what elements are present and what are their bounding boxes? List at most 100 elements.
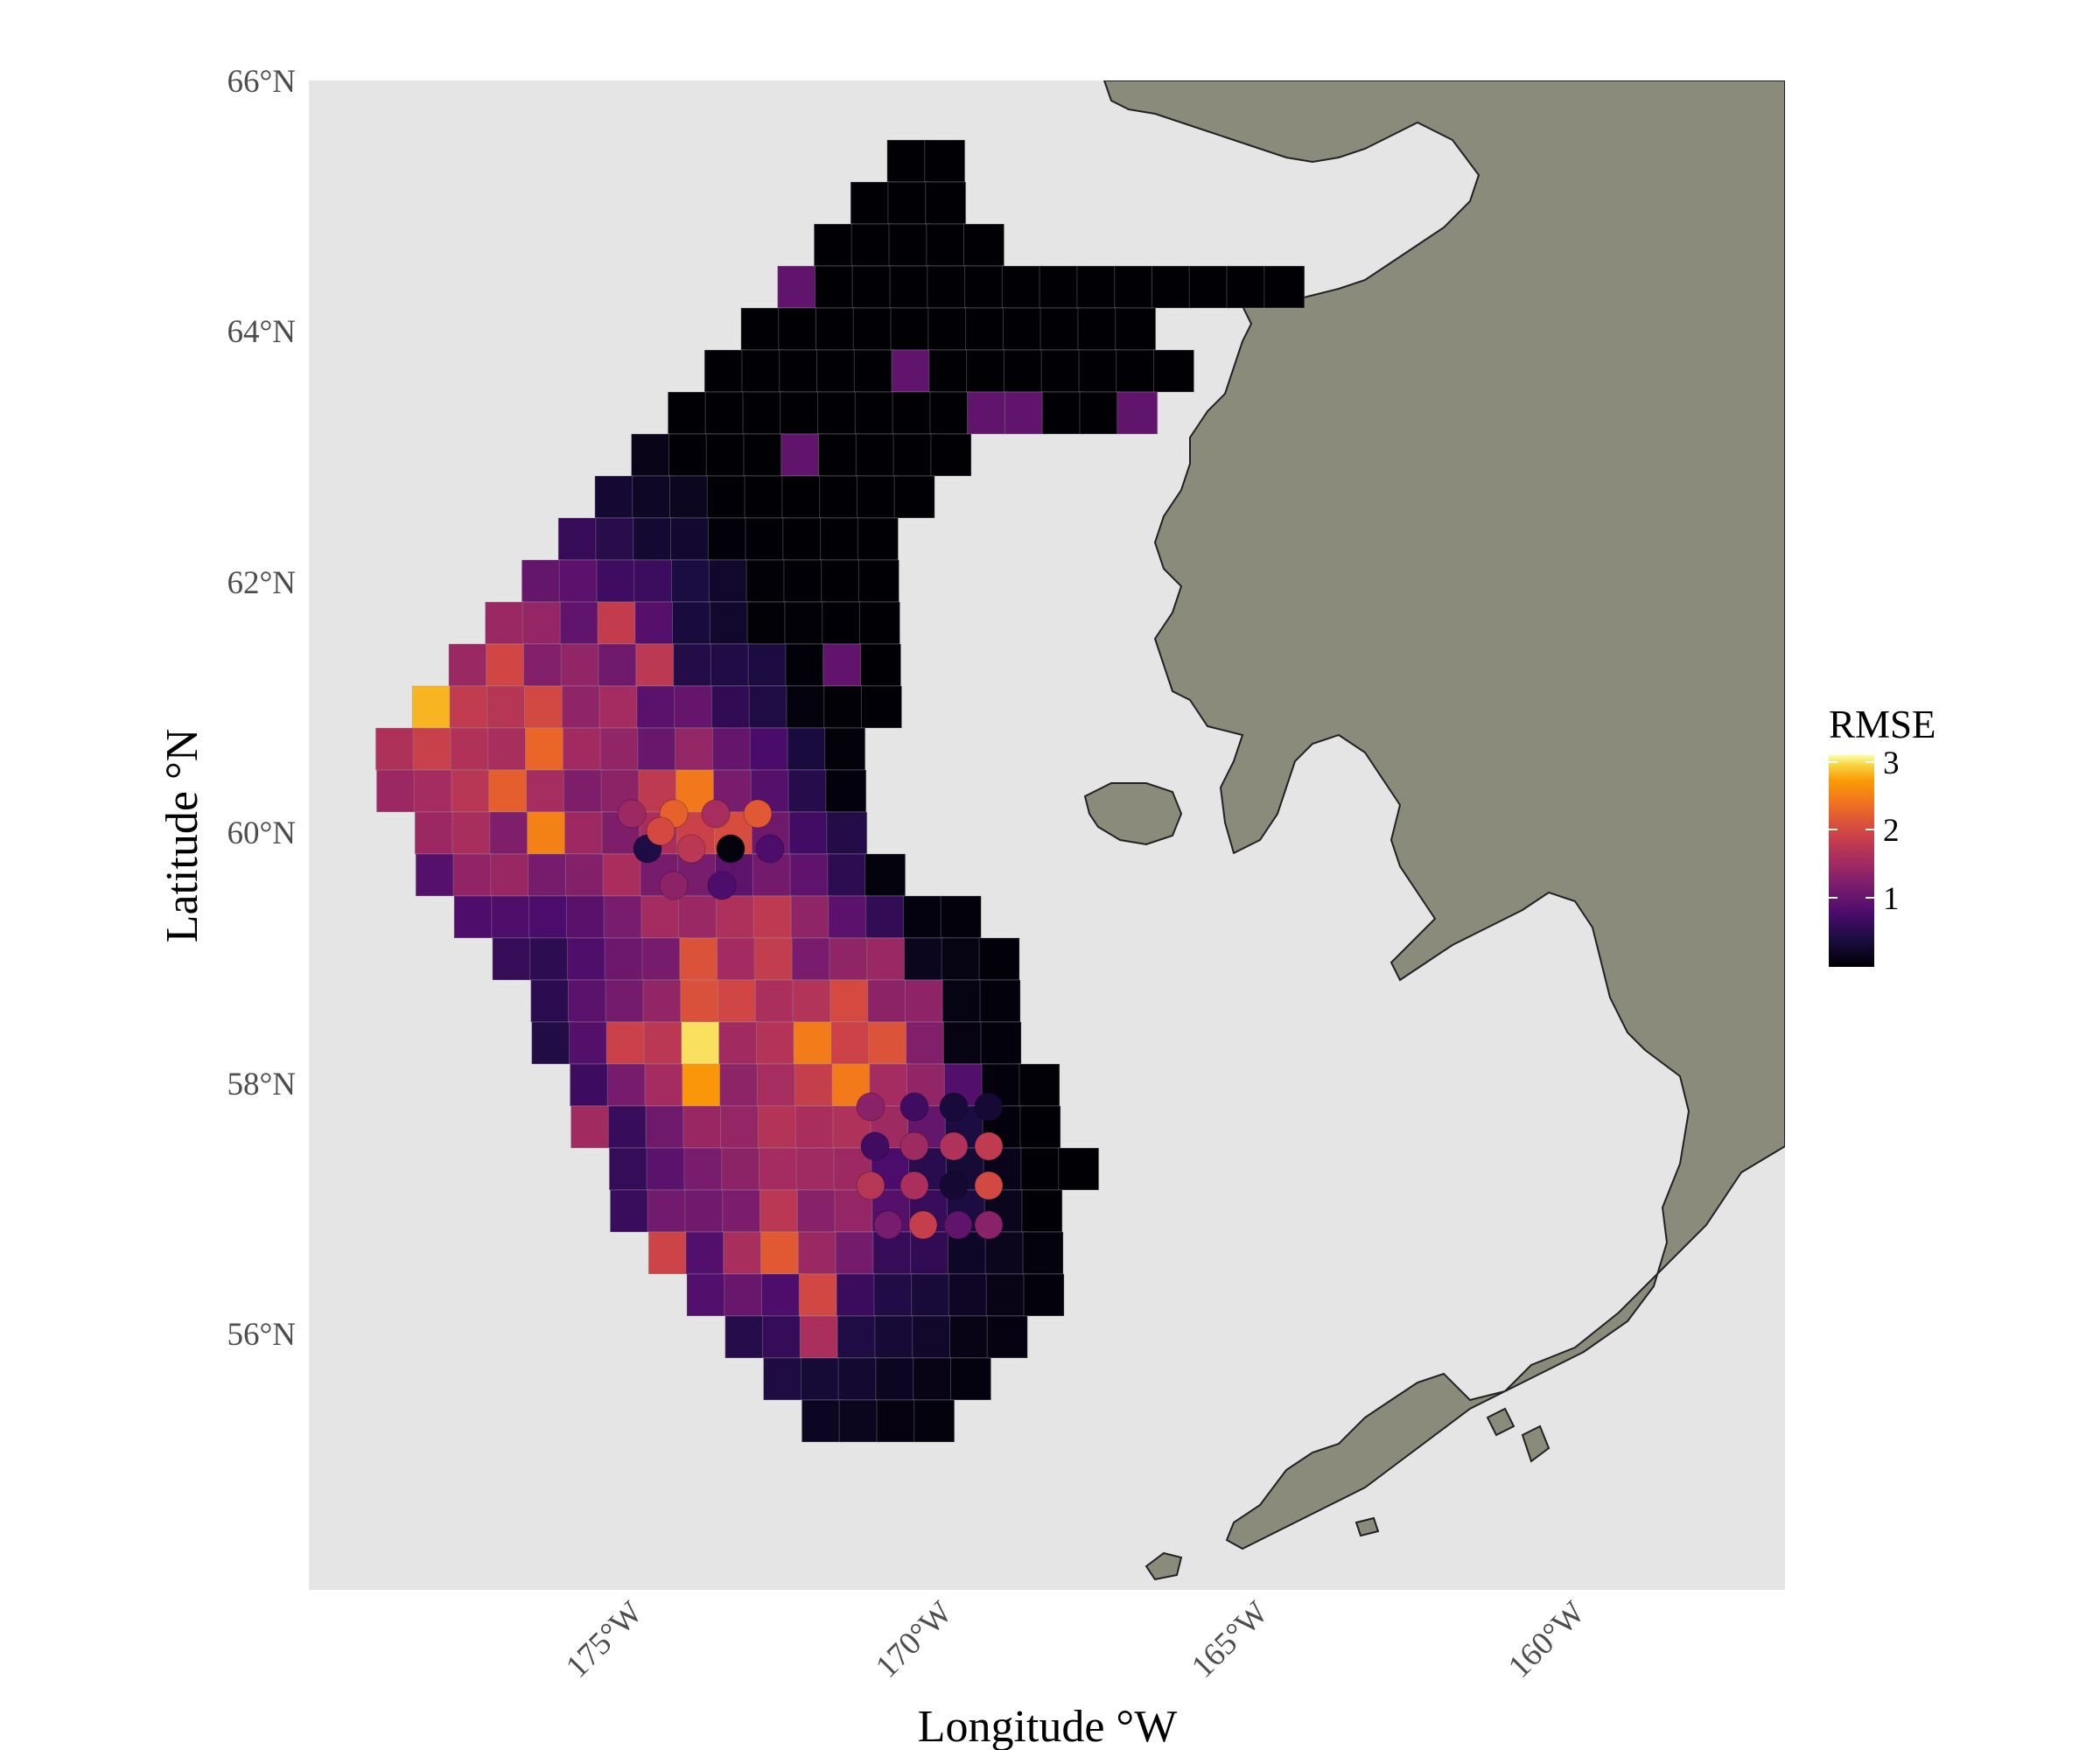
rmse-grid-cell [763, 1357, 805, 1401]
rmse-grid-cell [682, 1105, 724, 1149]
rmse-grid-cell [570, 1105, 612, 1149]
rmse-grid-cell [1226, 265, 1268, 309]
rmse-grid-cell [940, 895, 982, 939]
rmse-grid-cell [788, 769, 830, 813]
rmse-station-point [943, 1210, 973, 1240]
rmse-grid-cell [830, 979, 872, 1023]
rmse-grid-cell [744, 475, 786, 519]
rmse-grid-cell [374, 727, 416, 771]
rmse-grid-cell [1004, 391, 1046, 435]
rmse-grid-cell [681, 1021, 723, 1065]
rmse-grid-cell [929, 391, 971, 435]
rmse-grid-cell [941, 937, 983, 981]
rmse-grid-cell [711, 727, 753, 771]
rmse-grid-cell [597, 601, 639, 645]
rmse-grid-cell [799, 1315, 841, 1359]
rmse-grid-cell [787, 727, 829, 771]
rmse-grid-cell [567, 979, 609, 1023]
x-tick-label: 175°W [559, 1594, 649, 1684]
rmse-grid-cell [893, 475, 935, 519]
rmse-grid-cell [757, 1105, 799, 1149]
rmse-grid-cell [858, 559, 900, 603]
rmse-grid-cell [873, 1273, 915, 1317]
rmse-grid-cell [795, 1147, 837, 1191]
rmse-grid-cell [1022, 1231, 1064, 1275]
rmse-grid-cell [634, 559, 676, 603]
rmse-grid-cell [797, 1231, 839, 1275]
rmse-grid-cell [670, 517, 711, 561]
rmse-grid-cell [667, 391, 709, 435]
rmse-grid-cell [813, 223, 855, 267]
rmse-grid-cell [950, 1357, 991, 1401]
rmse-grid-cell [928, 349, 970, 393]
rmse-grid-cell [414, 811, 456, 855]
rmse-grid-cell [636, 685, 678, 729]
rmse-station-point [856, 1092, 886, 1122]
rmse-grid-cell [746, 601, 788, 645]
rmse-grid-cell [528, 853, 570, 897]
rmse-grid-cell [924, 139, 966, 183]
rmse-grid-cell [524, 685, 565, 729]
rmse-grid-cell [854, 391, 896, 435]
x-tick-label: 170°W [869, 1594, 959, 1684]
rmse-grid-cell [964, 265, 1006, 309]
rmse-grid-cell [781, 475, 823, 519]
rmse-grid-cell [790, 895, 832, 939]
rmse-grid-cell [925, 181, 967, 225]
rmse-grid-cell [491, 895, 533, 939]
rmse-grid-cell [746, 559, 788, 603]
rmse-grid-cell [1023, 1273, 1065, 1317]
rmse-grid-cell [710, 643, 752, 687]
rmse-grid-cell [793, 1021, 835, 1065]
rmse-grid-cell [892, 391, 934, 435]
rmse-grid-cell [717, 937, 758, 981]
rmse-station-points [617, 799, 1004, 1240]
nunivak-island [1083, 782, 1183, 846]
rmse-grid-cell [637, 727, 679, 771]
rmse-grid-cell [760, 1189, 801, 1233]
rmse-grid-cell [672, 601, 713, 645]
rmse-grid-cell [686, 1273, 728, 1317]
rmse-grid-cell [643, 1021, 685, 1065]
rmse-grid-cell [675, 727, 717, 771]
rmse-grid-cell [760, 1231, 802, 1275]
rmse-grid-cell [718, 979, 760, 1023]
rmse-grid-cell [415, 853, 457, 897]
rmse-grid-cell [914, 1399, 956, 1443]
rmse-grid-cell [724, 1315, 766, 1359]
rmse-grid-cell [913, 1357, 955, 1401]
rmse-station-point [900, 1092, 929, 1122]
rmse-grid-cell [791, 937, 833, 981]
legend-colorbar [1829, 755, 1874, 967]
rmse-grid-cell [827, 853, 869, 897]
rmse-grid-cell [449, 685, 491, 729]
rmse-grid-cell [796, 1189, 838, 1233]
rmse-grid-cell [566, 937, 608, 981]
legend-label: 1 [1883, 881, 1900, 917]
rmse-grid-cell [724, 1273, 766, 1317]
y-tick-label: 60°N [227, 816, 296, 851]
x-axis-title: Longitude °W [918, 1702, 1178, 1750]
rmse-grid-cell [609, 1189, 651, 1233]
rmse-grid-cell [452, 853, 494, 897]
rmse-grid-cell [749, 727, 791, 771]
rmse-grid-cell [569, 1021, 610, 1065]
rmse-grid-cell [648, 1231, 690, 1275]
rmse-grid-cell [850, 181, 892, 225]
rmse-grid-cell [485, 601, 527, 645]
rmse-grid-cell [855, 433, 897, 477]
rmse-grid-cell [1078, 349, 1120, 393]
rmse-grid-cell [602, 853, 644, 897]
rmse-grid-cell [598, 685, 640, 729]
rmse-grid-cell [927, 265, 969, 309]
rmse-grid-cell [599, 727, 641, 771]
rmse-grid-cell [836, 1315, 878, 1359]
rmse-grid-cell [1114, 265, 1156, 309]
rmse-grid-cell [1003, 349, 1045, 393]
rmse-grid-cell [631, 433, 673, 477]
rmse-grid-cell [741, 349, 783, 393]
rmse-grid-cell [1018, 1063, 1060, 1107]
rmse-grid-cell [487, 727, 529, 771]
rmse-grid-cell [413, 769, 455, 813]
rmse-grid-cell [1041, 391, 1083, 435]
